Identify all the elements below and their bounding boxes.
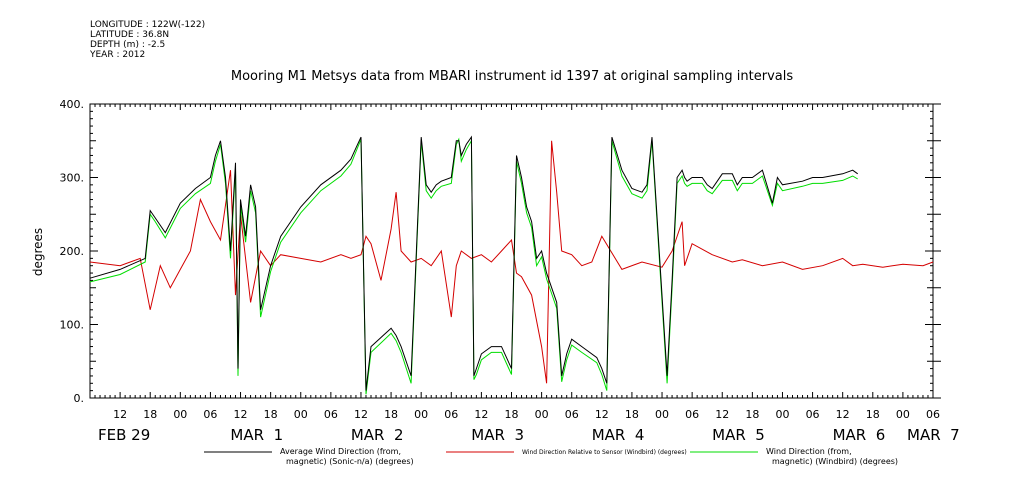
x-tick-label: 12 (715, 408, 729, 421)
latitude-text: LATITUDE : 36.8N (90, 30, 170, 40)
y-tick-label: 200. (60, 245, 85, 258)
y-tick-label: 100. (60, 319, 85, 332)
x-tick-label: 00 (775, 408, 789, 421)
x-tick-label: 06 (324, 408, 338, 421)
y-axis-label: degrees (31, 228, 45, 276)
x-tick-label: 18 (143, 408, 157, 421)
x-tick-label: 18 (264, 408, 278, 421)
metadata-block: LONGITUDE : 122W(-122) LATITUDE : 36.8N … (90, 20, 205, 60)
x-tick-label: 00 (414, 408, 428, 421)
x-tick-label: 12 (113, 408, 127, 421)
x-tick-label: 06 (685, 408, 699, 421)
x-tick-label: 12 (354, 408, 368, 421)
chart-title: Mooring M1 Metsys data from MBARI instru… (231, 69, 793, 84)
x-tick-label: 00 (535, 408, 549, 421)
x-tick-label: 00 (655, 408, 669, 421)
date-label: MAR 5 (712, 426, 765, 444)
date-label: MAR 4 (592, 426, 645, 444)
legend-label-cont: magnetic) (Sonic-n/a) (degrees) (286, 457, 414, 466)
date-label: MAR 1 (230, 426, 283, 444)
series-line-0 (89, 135, 858, 391)
series-line-1 (89, 140, 934, 384)
y-tick-label: 0. (74, 392, 85, 405)
legend-label-cont: magnetic) (Windbird) (degrees) (772, 457, 898, 466)
legend-label: Wind Direction (from, (766, 447, 852, 456)
x-tick-label: 00 (294, 408, 308, 421)
y-tick-label: 300. (60, 172, 85, 185)
x-tick-label: 18 (625, 408, 639, 421)
x-tick-label: 18 (745, 408, 759, 421)
x-tick-label: 06 (806, 408, 820, 421)
x-tick-label: 12 (474, 408, 488, 421)
depth-text: DEPTH (m) : -2.5 (90, 40, 166, 50)
x-tick-label: 12 (234, 408, 248, 421)
x-tick-label: 18 (866, 408, 880, 421)
x-tick-label: 12 (595, 408, 609, 421)
x-tick-label: 00 (896, 408, 910, 421)
x-tick-label: 18 (384, 408, 398, 421)
date-label: MAR 6 (833, 426, 886, 444)
legend-label: Average Wind Direction (from, (280, 447, 401, 456)
x-tick-label: 06 (565, 408, 579, 421)
longitude-text: LONGITUDE : 122W(-122) (90, 20, 206, 30)
date-label: MAR 3 (471, 426, 524, 444)
date-label: FEB 29 (98, 426, 150, 444)
x-tick-label: 18 (505, 408, 519, 421)
series-line-2 (89, 137, 858, 395)
year-text: YEAR : 2012 (90, 50, 146, 60)
x-tick-label: 12 (836, 408, 850, 421)
y-tick-label: 400. (60, 98, 85, 111)
legend-label: Wind Direction Relative to Sensor (Windb… (522, 449, 687, 456)
date-label: MAR 2 (351, 426, 404, 444)
x-tick-label: 06 (926, 408, 940, 421)
x-tick-label: 06 (203, 408, 217, 421)
x-tick-label: 06 (444, 408, 458, 421)
x-tick-label: 00 (173, 408, 187, 421)
date-label: MAR 7 (907, 426, 960, 444)
